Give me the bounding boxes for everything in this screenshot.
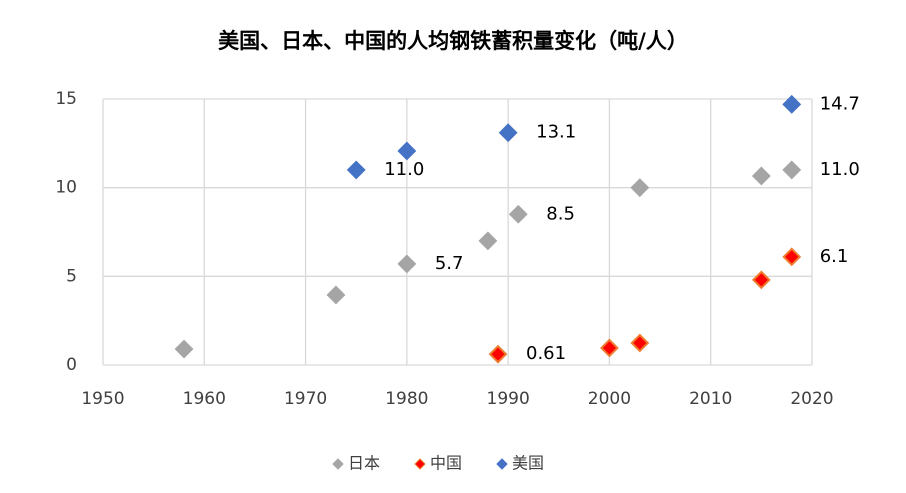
data-label: 6.1 (820, 246, 849, 267)
x-tick-label: 2010 (689, 389, 732, 409)
point (600, 338, 619, 358)
point (782, 160, 802, 180)
data-label: 11.0 (820, 159, 860, 180)
point (397, 254, 417, 274)
point (478, 231, 498, 251)
legend-label: 日本 (348, 454, 380, 473)
point (346, 160, 366, 180)
data-label: 11.0 (384, 159, 424, 180)
legend-marker (332, 458, 344, 470)
point (174, 339, 194, 359)
point (782, 247, 802, 267)
legend-label: 中国 (430, 454, 462, 473)
point (782, 94, 802, 114)
legend-marker (496, 458, 508, 470)
data-label: 8.5 (546, 203, 575, 224)
x-tick-label: 2020 (790, 389, 833, 409)
point (488, 344, 508, 364)
point (630, 333, 650, 353)
point (498, 123, 518, 143)
data-label: 14.7 (820, 93, 860, 114)
x-tick-label: 1960 (183, 389, 226, 409)
chart-title: 美国、日本、中国的人均钢铁蓄积量变化（吨/人） (218, 29, 688, 53)
x-tick-label: 1950 (81, 389, 124, 409)
point (751, 270, 771, 290)
point (630, 178, 650, 198)
point (326, 285, 346, 305)
data-label: 13.1 (536, 122, 576, 143)
point (508, 204, 528, 224)
y-tick-label: 5 (66, 266, 77, 286)
point (397, 141, 417, 161)
y-tick-label: 15 (55, 89, 77, 109)
x-tick-label: 2000 (588, 389, 631, 409)
data-label: 5.7 (435, 253, 464, 274)
y-tick-label: 0 (66, 355, 77, 375)
data-label: 0.61 (526, 343, 566, 364)
legend-label: 美国 (512, 454, 544, 473)
y-tick-label: 10 (55, 178, 77, 198)
legend-marker (414, 458, 426, 470)
x-tick-label: 1980 (385, 389, 428, 409)
x-tick-label: 1990 (487, 389, 530, 409)
point (751, 166, 771, 186)
x-tick-label: 1970 (284, 389, 327, 409)
